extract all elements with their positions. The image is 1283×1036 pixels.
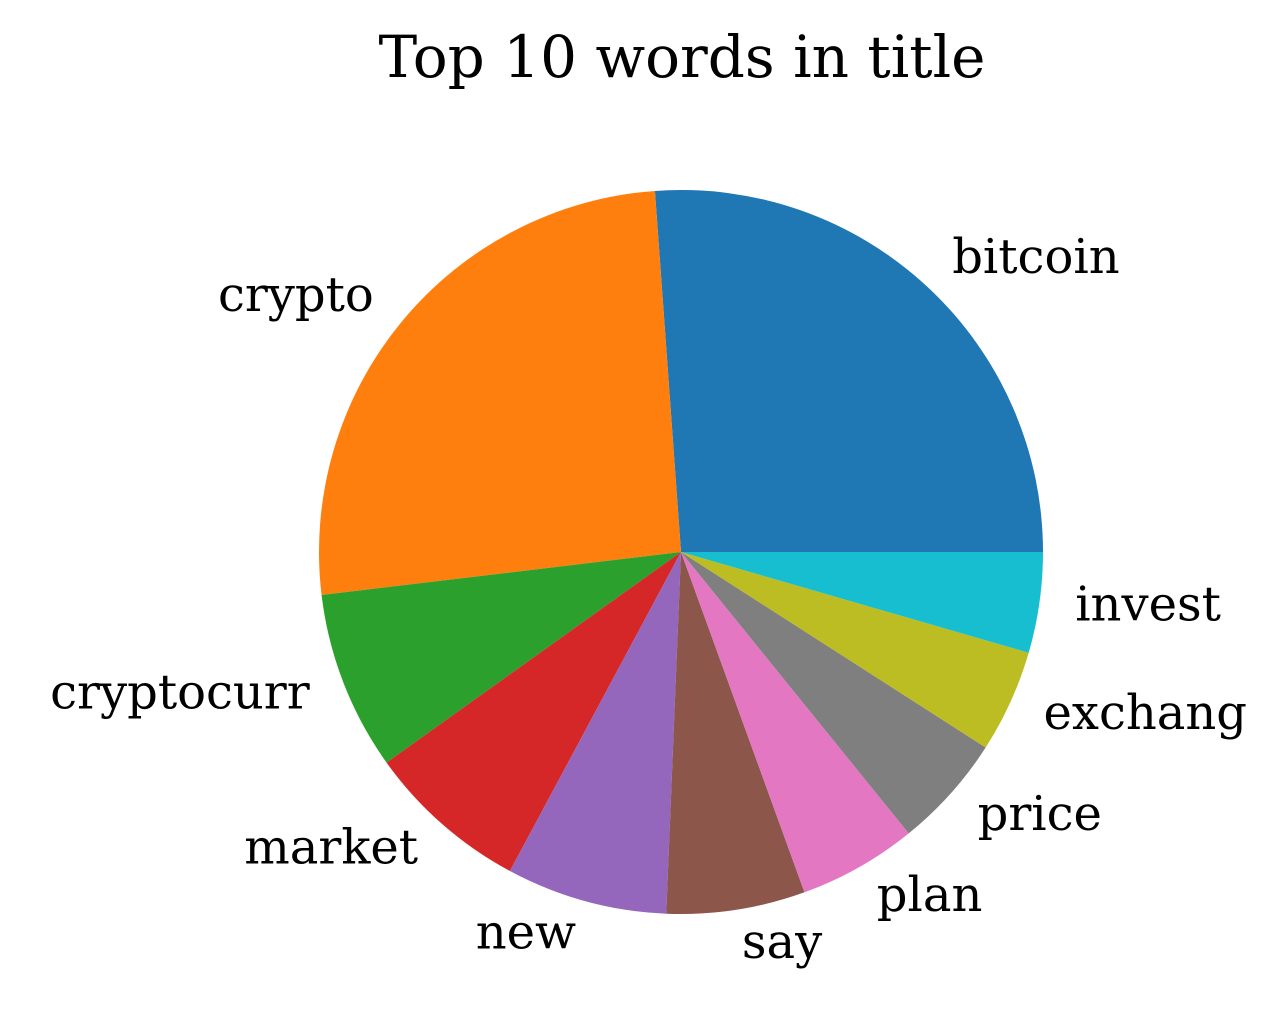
pie-label-say: say [742, 914, 822, 970]
pie-slice-plan [681, 552, 909, 893]
pie-label-new: new [476, 905, 576, 961]
pie-label-plan: plan [877, 867, 983, 923]
chart-title: Top 10 words in title [379, 23, 986, 91]
pie-slice-crypto [319, 190, 681, 596]
pie-slice-say [666, 552, 805, 915]
pie-label-crypto: crypto [218, 267, 374, 323]
pie-slice-price [681, 552, 986, 834]
pie-label-invest: invest [1075, 577, 1221, 633]
pie-label-market: market [244, 820, 418, 876]
pie-slice-exchang [681, 552, 1029, 748]
pie-label-cryptocurr: cryptocurr [50, 665, 310, 721]
pie-slice-new [509, 552, 681, 914]
pie-slice-bitcoin [654, 189, 1043, 552]
pie-slice-market [386, 552, 681, 872]
pie-slices [319, 189, 1043, 915]
pie-slice-cryptocurr [321, 552, 681, 763]
pie-slice-invest [681, 552, 1043, 653]
pie-label-exchang: exchang [1044, 685, 1248, 741]
pie-label-price: price [978, 786, 1102, 842]
pie-label-bitcoin: bitcoin [952, 229, 1119, 285]
